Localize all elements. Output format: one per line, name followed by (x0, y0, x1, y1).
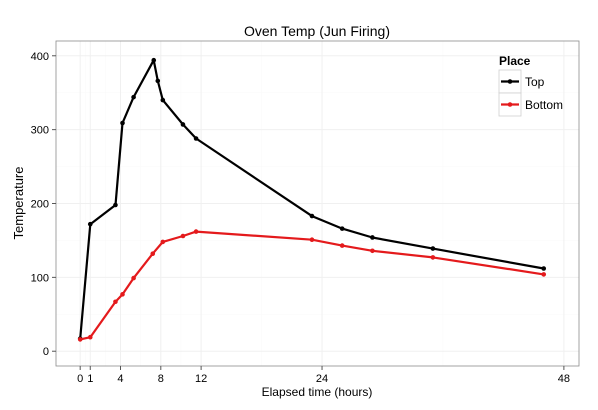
y-tick-label: 400 (31, 51, 49, 63)
data-point-top (309, 213, 315, 219)
data-point-top (370, 235, 375, 240)
data-point-bottom (309, 237, 315, 242)
data-point-bottom (370, 248, 375, 254)
x-tick-label: 12 (195, 373, 207, 385)
data-point-bottom (87, 334, 93, 340)
data-point-top (120, 120, 125, 126)
x-tick-label: 1 (87, 373, 93, 385)
legend-label-bottom: Bottom (525, 98, 563, 112)
data-point-top (151, 57, 157, 63)
y-tick-label: 200 (31, 199, 49, 211)
data-point-top (180, 122, 186, 127)
legend-title: Place (499, 54, 531, 68)
data-point-bottom (77, 337, 83, 342)
y-tick-label: 100 (31, 272, 49, 284)
data-point-top (541, 266, 547, 271)
data-point-top (193, 136, 199, 141)
data-point-bottom (541, 272, 547, 277)
data-point-bottom (150, 251, 156, 257)
y-tick-label: 300 (31, 125, 49, 137)
x-axis-label: Elapsed time (hours) (262, 385, 373, 399)
data-point-top (160, 97, 166, 103)
x-tick-label: 24 (316, 373, 328, 385)
data-point-bottom (113, 299, 118, 305)
data-point-bottom (131, 275, 136, 281)
data-point-top (430, 246, 436, 251)
x-tick-label: 48 (558, 373, 570, 385)
data-point-top (339, 226, 345, 231)
data-point-bottom (430, 255, 436, 260)
x-tick-label: 0 (77, 373, 83, 385)
legend-label-top: Top (525, 75, 545, 89)
data-point-bottom (120, 292, 125, 297)
x-tick-label: 8 (158, 373, 164, 385)
data-point-top (155, 78, 161, 84)
data-point-bottom (160, 239, 166, 245)
legend-swatch-point-bottom (507, 102, 513, 107)
data-point-top (131, 94, 136, 100)
data-point-bottom (180, 233, 186, 239)
y-axis-label: Temperature (11, 167, 26, 240)
legend-swatch-point-top (507, 79, 513, 84)
x-tick-label: 4 (117, 373, 123, 385)
data-point-bottom (339, 243, 345, 248)
data-point-top (113, 202, 118, 208)
chart-title: Oven Temp (Jun Firing) (244, 23, 390, 39)
legend: Place Top Bottom (498, 54, 563, 117)
y-tick-label: 0 (43, 346, 49, 358)
data-point-top (87, 221, 93, 227)
data-point-bottom (193, 229, 199, 234)
